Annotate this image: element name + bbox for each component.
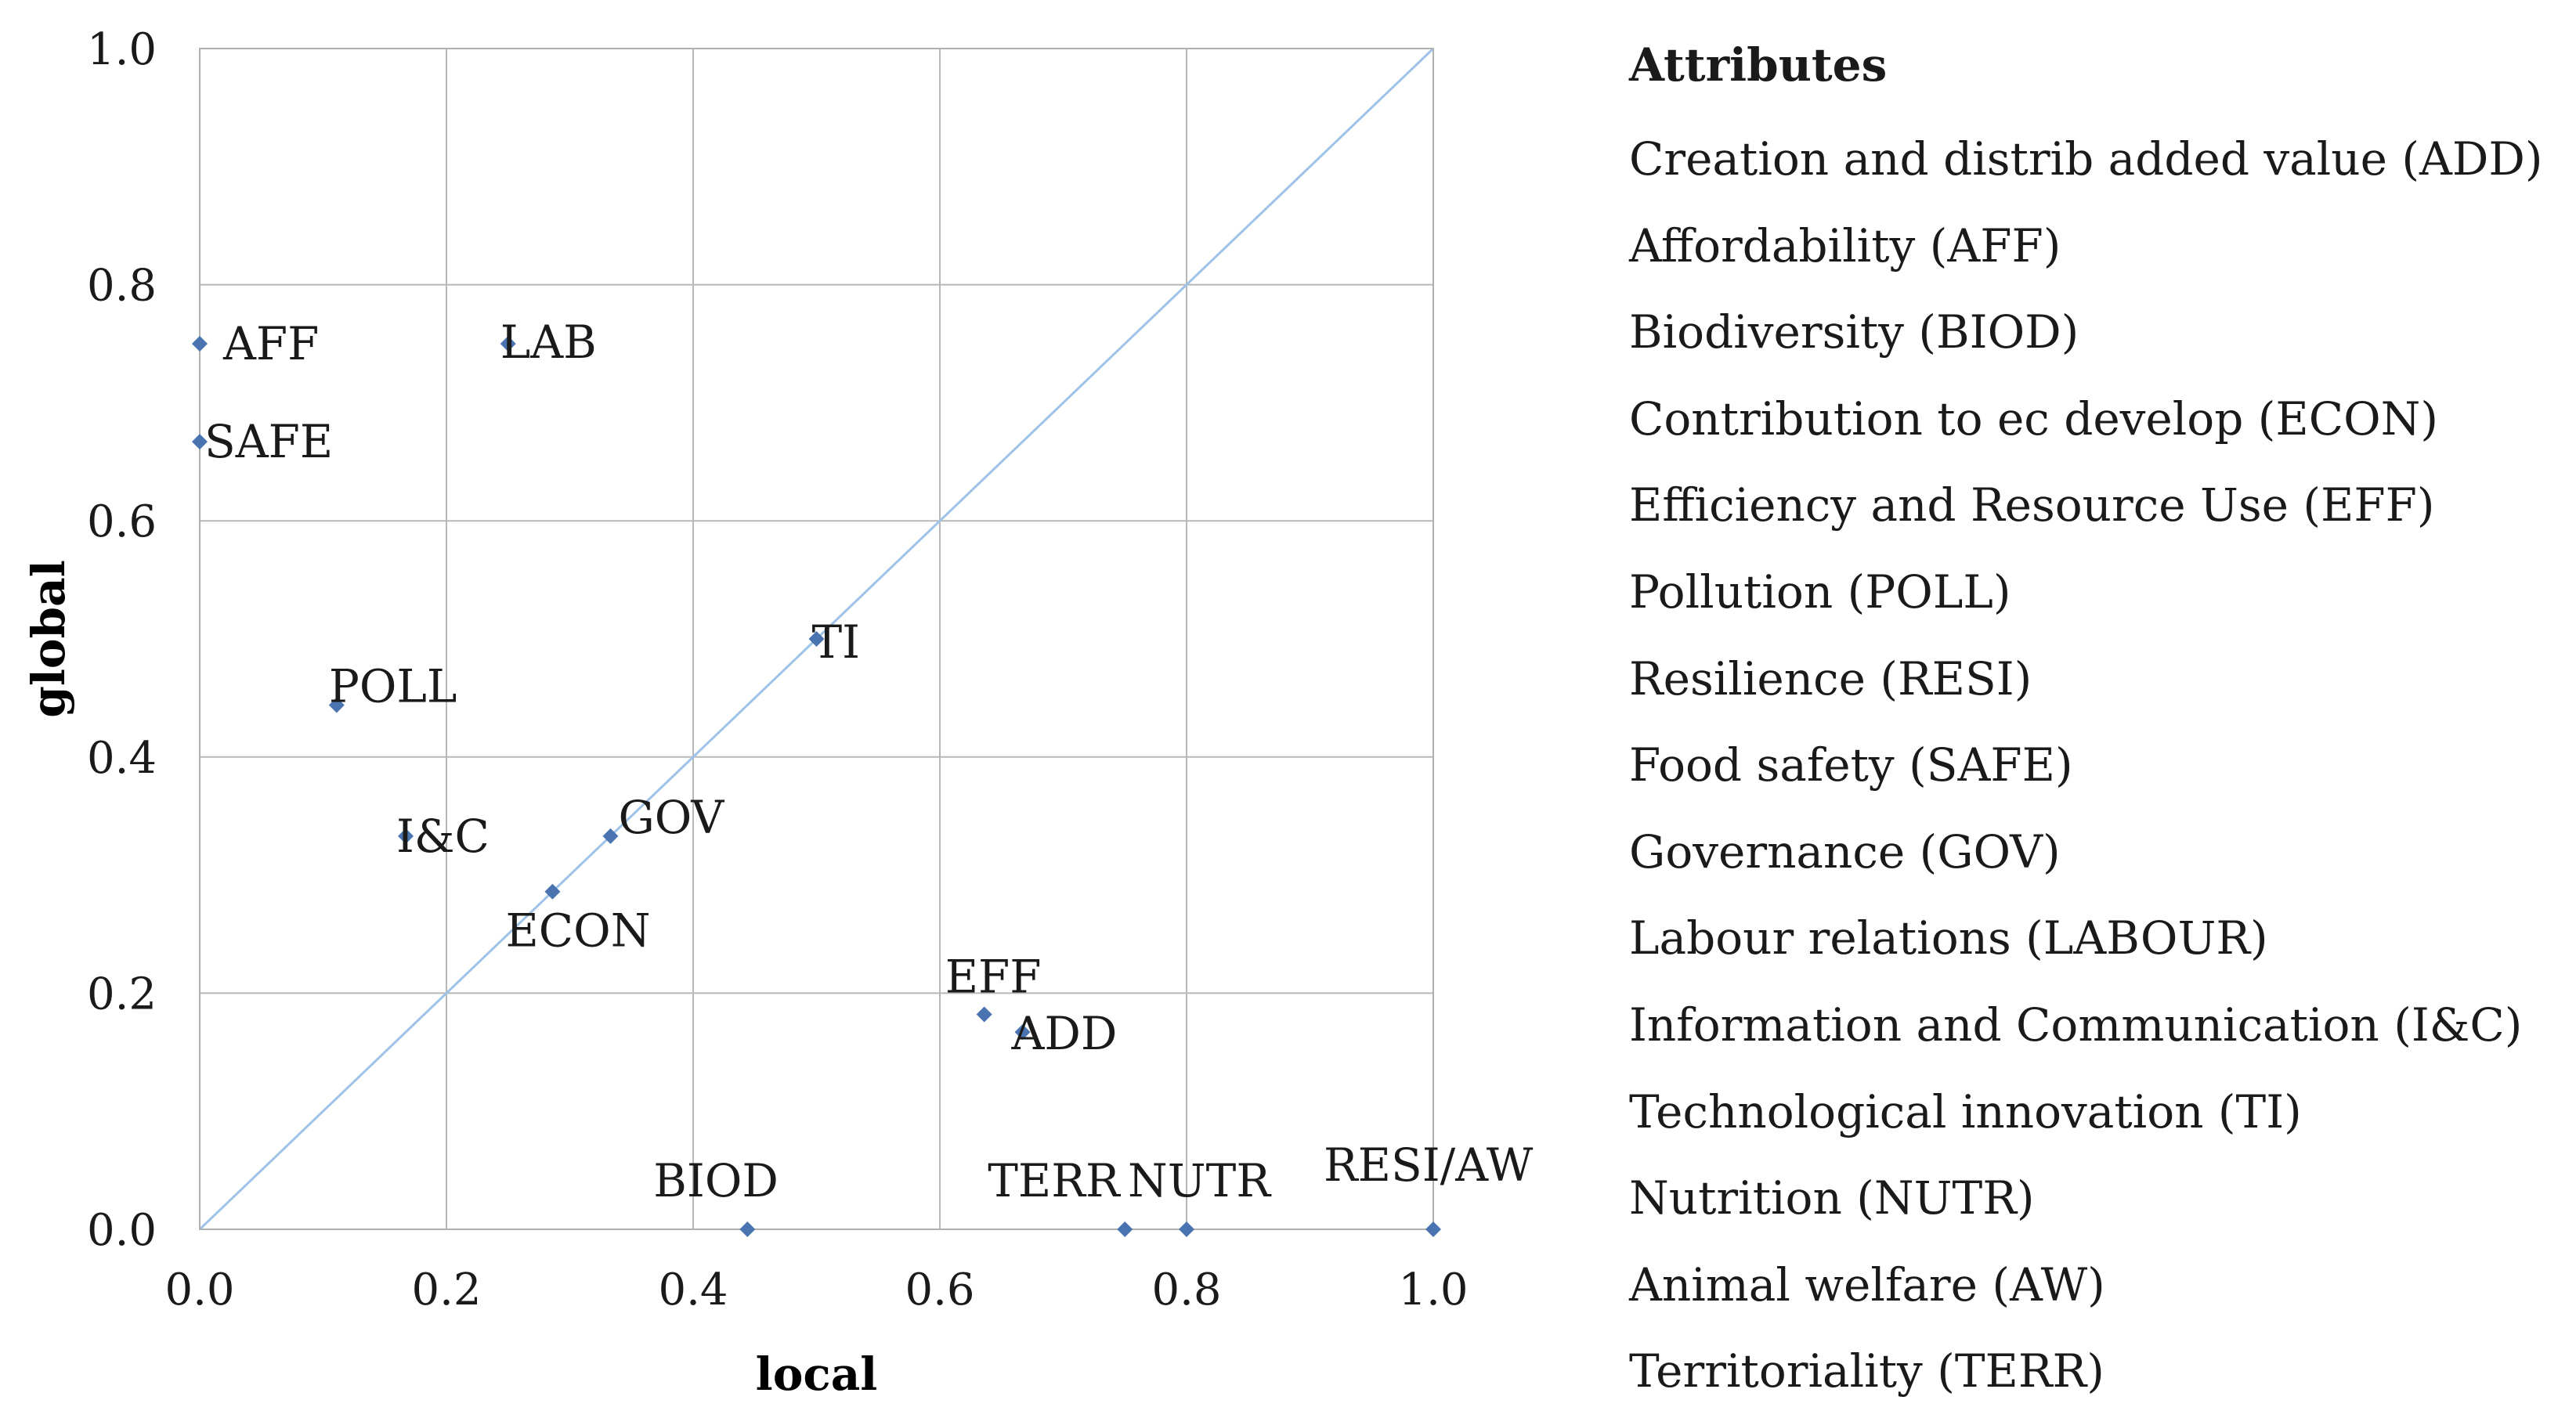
legend-item: Creation and distrib added value (ADD)	[1629, 132, 2543, 186]
x-tick-label: 0.0	[164, 1265, 234, 1315]
x-tick-label: 0.8	[1151, 1265, 1221, 1315]
x-tick-label: 0.2	[411, 1265, 481, 1315]
legend-item: Territoriality (TERR)	[1629, 1344, 2105, 1398]
legend-item: Pollution (POLL)	[1629, 565, 2011, 619]
axis-ticks: 0.0 0.2 0.4 0.6 0.8 1.0 0.0 0.2 0.4 0.6 0.8 1.0	[87, 24, 1469, 1315]
data-point	[976, 1006, 992, 1023]
x-tick-label: 1.0	[1398, 1265, 1468, 1315]
attributes-legend: Attributes Creation and distrib added va…	[1629, 30, 2569, 1415]
x-tick-label: 0.4	[658, 1265, 728, 1315]
point-label: GOV	[618, 791, 724, 844]
data-points	[192, 336, 1441, 1237]
y-tick-label: 0.2	[87, 969, 157, 1019]
point-label: SAFE	[204, 415, 333, 468]
data-point	[398, 828, 414, 844]
y-tick-label: 0.4	[87, 733, 157, 784]
point-label: AFF	[222, 317, 319, 370]
legend-item: Biodiversity (BIOD)	[1629, 305, 2079, 359]
data-point	[192, 434, 208, 450]
point-label: TI	[812, 615, 861, 669]
point-label: POLL	[329, 659, 457, 713]
data-point	[328, 697, 345, 713]
data-point	[602, 828, 619, 844]
legend-item: Efficiency and Resource Use (EFF)	[1629, 478, 2435, 532]
legend-item: Animal welfare (AW)	[1629, 1257, 2105, 1312]
point-label: TERR	[988, 1154, 1122, 1207]
legend-item: Nutrition (NUTR)	[1629, 1171, 2035, 1225]
point-label: EFF	[945, 951, 1042, 1004]
legend-item: Food safety (SAFE)	[1629, 738, 2073, 792]
legend-title: Attributes	[1629, 38, 1888, 92]
point-label: RESI/AW	[1324, 1138, 1534, 1192]
y-axis-label: global	[22, 560, 75, 717]
data-point	[1117, 1221, 1133, 1237]
y-tick-label: 0.6	[87, 496, 157, 547]
legend-items: Creation and distrib added value (ADD) Af…	[1629, 116, 2569, 1415]
point-label: BIOD	[653, 1154, 779, 1207]
point-label: I&C	[396, 810, 490, 863]
legend-item: Affordability (AFF)	[1629, 218, 2061, 272]
point-label: ECON	[505, 904, 650, 958]
point-label: ADD	[1011, 1007, 1118, 1060]
x-axis-label: local	[756, 1348, 878, 1401]
legend-item: Technological innovation (TI)	[1629, 1084, 2302, 1138]
data-point	[544, 883, 561, 900]
point-label: LAB	[500, 316, 597, 369]
data-point	[739, 1221, 756, 1237]
scatter-chart: 0.0 0.2 0.4 0.6 0.8 1.0 0.0 0.2 0.4 0.6 0.8 1.0 AFF…	[22, 24, 1534, 1401]
data-point	[808, 631, 825, 647]
legend-item: Information and Communication (I&C)	[1629, 998, 2523, 1052]
legend-item: Contribution to ec develop (ECON)	[1629, 391, 2439, 446]
legend-item: Resilience (RESI)	[1629, 651, 2032, 705]
legend-item: Governance (GOV)	[1629, 824, 2061, 879]
y-tick-label: 1.0	[87, 24, 157, 75]
point-label: NUTR	[1128, 1154, 1272, 1207]
data-point	[1179, 1221, 1194, 1237]
y-tick-label: 0.8	[87, 261, 157, 312]
data-point	[1014, 1024, 1031, 1041]
data-point	[500, 336, 516, 352]
plot-area-border	[199, 48, 1434, 1230]
x-tick-label: 0.6	[905, 1265, 974, 1315]
data-point	[1425, 1221, 1441, 1237]
y-tick-label: 0.0	[87, 1205, 157, 1256]
legend-item: Labour relations (LABOUR)	[1629, 911, 2268, 965]
data-point	[192, 336, 208, 352]
